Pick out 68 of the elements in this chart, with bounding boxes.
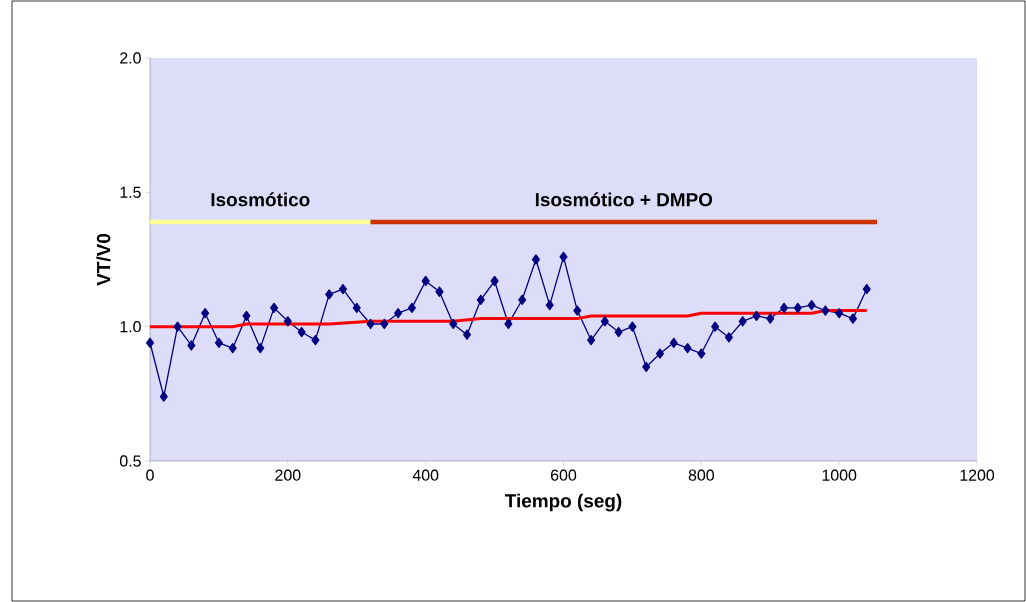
x-tick-label: 1000 [822, 469, 857, 481]
point [297, 326, 306, 338]
point [848, 313, 857, 324]
point [228, 343, 237, 354]
point [283, 316, 292, 327]
series-label: Isosmótico + DMPO [535, 192, 713, 207]
point [655, 348, 665, 359]
point [504, 318, 513, 330]
y-tick-label: 0.5 [119, 455, 141, 467]
point [600, 316, 609, 327]
point [407, 302, 416, 314]
point [573, 305, 582, 316]
point [311, 334, 320, 346]
point [173, 321, 182, 332]
x-tick-label: 200 [275, 469, 301, 481]
y-axis-title: VT/V0 [96, 233, 111, 286]
point [394, 308, 403, 319]
point [435, 286, 444, 297]
x-tick-label: 600 [551, 469, 577, 481]
point [559, 251, 568, 262]
point [366, 318, 375, 330]
point [270, 302, 279, 314]
point [242, 310, 251, 322]
point [807, 300, 816, 311]
point [256, 343, 265, 354]
point [766, 313, 775, 324]
x-tick-label: 1200 [960, 469, 995, 481]
point [780, 302, 789, 314]
point [752, 310, 761, 322]
point [669, 337, 678, 348]
point [545, 300, 554, 311]
y-tick-label: 1.5 [120, 186, 141, 198]
point [531, 254, 540, 265]
point [462, 329, 472, 340]
point [338, 283, 347, 295]
point [614, 326, 623, 338]
point [738, 316, 747, 327]
point [821, 305, 830, 316]
point [159, 391, 168, 402]
x-tick-label: 400 [412, 469, 439, 481]
point [380, 318, 389, 330]
point [201, 308, 210, 319]
point [352, 302, 361, 314]
point [476, 294, 485, 305]
point [793, 302, 802, 314]
point [862, 283, 871, 295]
point [449, 318, 458, 330]
y-tick-label: 1.0 [120, 321, 141, 333]
point [518, 294, 527, 305]
series-label: Isosmótico [211, 192, 310, 207]
point [145, 337, 155, 348]
x-tick-label: 0 [146, 469, 154, 481]
x-tick-label: 800 [688, 469, 714, 481]
point [683, 343, 692, 354]
point [628, 321, 637, 332]
x-axis-title: Tiempo (seg) [505, 493, 622, 512]
point [214, 337, 223, 348]
point [325, 289, 334, 300]
point [724, 332, 733, 343]
point [642, 361, 651, 373]
point [490, 275, 499, 287]
y-tick-label: 2.0 [120, 52, 141, 64]
point [421, 275, 430, 287]
point [835, 308, 844, 319]
point [711, 321, 720, 332]
point [587, 334, 596, 346]
point [187, 340, 196, 351]
point [697, 348, 706, 359]
